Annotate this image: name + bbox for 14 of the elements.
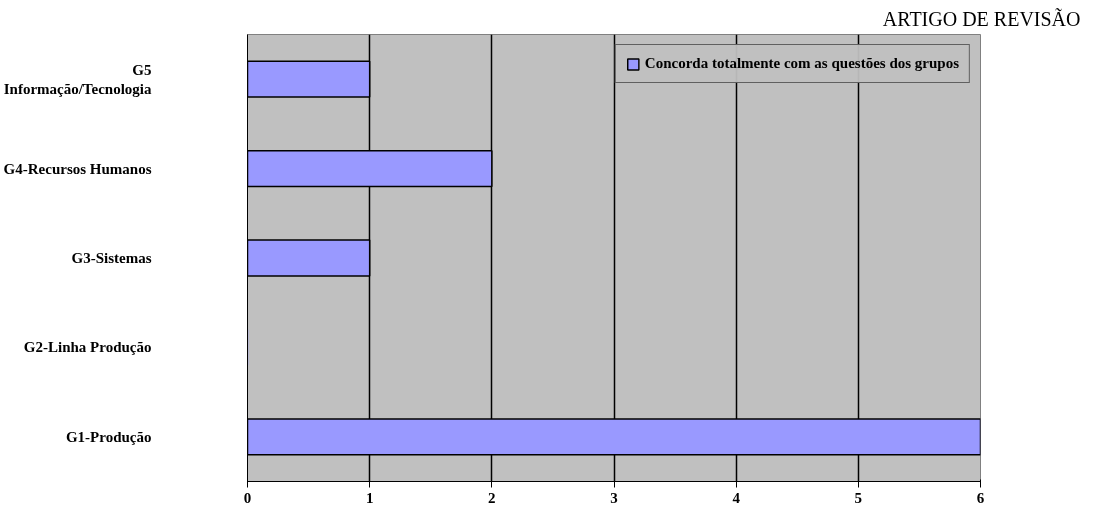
y-tick-label: G1-Produção bbox=[65, 428, 152, 445]
y-tick-label: G5 Informação/Tecnologia bbox=[3, 61, 152, 97]
x-tick-label: 1 bbox=[365, 489, 374, 506]
x-tick-label: 2 bbox=[488, 489, 496, 506]
x-tick-label: 6 bbox=[976, 489, 985, 506]
y-tick-label: G3-Sistemas bbox=[71, 250, 152, 266]
x-tick-label: 4 bbox=[732, 489, 741, 506]
legend-label: Concorda totalmente com as questões dos grupos bbox=[644, 55, 959, 72]
text: ARTIGO DE REVISÃO bbox=[882, 6, 1081, 30]
y-tick-label: G2-Linha Produção bbox=[23, 339, 152, 356]
x-tick-label: 5 bbox=[854, 489, 863, 506]
x-tick-label: 0 bbox=[243, 489, 252, 506]
x-tick-label: 3 bbox=[610, 489, 618, 506]
y-tick-label: G4-Recursos Humanos bbox=[3, 160, 152, 177]
